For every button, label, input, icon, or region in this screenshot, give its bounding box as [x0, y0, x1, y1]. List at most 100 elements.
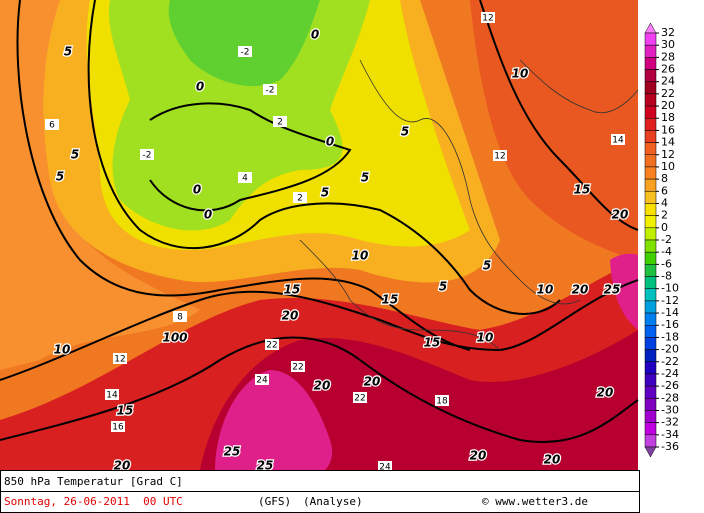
legend-band: [644, 105, 657, 119]
color-legend: 32302826242220181614121086420-2-4-6-8-10…: [644, 22, 679, 458]
legend-tick-label: 24: [661, 75, 675, 88]
legend-band: [644, 142, 657, 156]
legend-band: [644, 434, 657, 448]
legend-band: [644, 81, 657, 95]
contour-lines: [0, 0, 639, 443]
contour-label: 25: [257, 459, 274, 473]
contour-label: 12: [494, 152, 505, 162]
legend-band: [644, 349, 657, 363]
contour-label: 12: [114, 355, 125, 365]
legend-band: [644, 410, 657, 423]
contour-label: 20: [314, 379, 331, 393]
contour-label: 5: [71, 148, 79, 162]
legend-tick-label: 14: [661, 136, 675, 149]
legend-tick-label: 26: [661, 63, 675, 76]
label-box: [291, 361, 305, 372]
green-region: [109, 0, 371, 231]
contour-line: [479, 0, 639, 231]
label-box: [611, 134, 625, 145]
label-box: [481, 12, 495, 23]
legend-band: [644, 154, 657, 168]
contour-label: 100: [162, 331, 187, 345]
label-box: [353, 392, 367, 403]
contour-label: 10: [537, 283, 554, 297]
legend-band: [644, 203, 657, 216]
contour-label: 25: [224, 445, 241, 459]
label-box: [105, 389, 119, 400]
footer-run: (Analyse): [303, 495, 363, 508]
contour-label: 10: [352, 249, 369, 263]
contour-label: 10: [512, 67, 529, 81]
contour-line: [87, 0, 561, 315]
legend-tick-label: -30: [661, 403, 679, 416]
label-box: [113, 353, 127, 364]
contour-label: -2: [266, 86, 275, 96]
legend-tick-label: 20: [661, 99, 675, 112]
legend-band: [644, 337, 657, 350]
contour-line: [0, 279, 639, 381]
label-box: [493, 150, 507, 161]
contour-label: 5: [439, 280, 447, 294]
contour-label: 5: [321, 186, 329, 200]
contour-label: 0: [326, 135, 334, 149]
contour-line: [149, 102, 352, 212]
contour-label: 15: [382, 293, 399, 307]
contour-label: 20: [597, 386, 614, 400]
legend-top-triangle: [644, 22, 657, 34]
contour-label: -2: [143, 151, 152, 161]
east-warm-region: [470, 0, 638, 260]
footer: 850 hPa Temperatur [Grad C] Sonntag, 26-…: [0, 470, 640, 513]
label-box: [435, 395, 449, 406]
legend-tick-label: -2: [661, 233, 672, 246]
label-box: [293, 192, 307, 203]
legend-band: [644, 324, 657, 338]
contour-label: 15: [424, 336, 441, 350]
legend-tick-label: 2: [661, 209, 668, 222]
contour-label: 20: [114, 459, 131, 473]
legend-band: [644, 300, 657, 314]
coastline: [359, 59, 581, 305]
footer-credit: © www.wetter3.de: [482, 495, 588, 508]
contour-label: 5: [361, 171, 369, 185]
label-box: [238, 46, 252, 57]
contour-label: 15: [284, 283, 301, 297]
contour-label: 14: [612, 136, 624, 146]
contour-label: 15: [117, 404, 134, 418]
label-box: [263, 84, 277, 95]
footer-model: (GFS): [258, 495, 291, 508]
legend-band: [644, 288, 657, 302]
map: 55500000-2-22255510101010101515151515202…: [0, 0, 639, 474]
cold-core-region: [168, 0, 320, 87]
contour-label: 22: [266, 341, 277, 351]
contour-label: 22: [292, 363, 303, 373]
legend-band: [644, 191, 657, 204]
contour-label: 5: [401, 125, 409, 139]
legend-tick-label: 18: [661, 111, 675, 124]
contour-label: 0: [196, 80, 204, 94]
legend-tick-label: -22: [661, 355, 679, 368]
contour-label: 0: [204, 208, 212, 222]
legend-band: [644, 422, 657, 436]
label-box: [140, 149, 154, 160]
label-box: [111, 421, 125, 432]
contour-label: 18: [436, 397, 448, 407]
legend-band: [644, 215, 657, 229]
legend-tick-label: -32: [661, 416, 679, 429]
legend-tick-label: -10: [661, 282, 679, 295]
coastline: [519, 59, 639, 113]
contour-label: 22: [354, 394, 365, 404]
contour-labels: 55500000-2-22255510101010101515151515202…: [45, 12, 630, 474]
contour-label: 14: [106, 391, 118, 401]
contour-label: 0: [193, 183, 201, 197]
legend-band: [644, 130, 657, 143]
coastlines: [299, 59, 639, 351]
contour-label: 20: [544, 453, 561, 467]
label-box: [265, 339, 279, 350]
contour-line: [0, 336, 639, 443]
legend-tick-label: -20: [661, 343, 679, 356]
footer-date: Sonntag, 26-06-2011 00 UTC: [4, 495, 183, 508]
legend-tick-label: 10: [661, 160, 675, 173]
contour-label: 20: [612, 208, 629, 222]
legend-band: [644, 398, 657, 411]
contour-label: 25: [604, 283, 621, 297]
